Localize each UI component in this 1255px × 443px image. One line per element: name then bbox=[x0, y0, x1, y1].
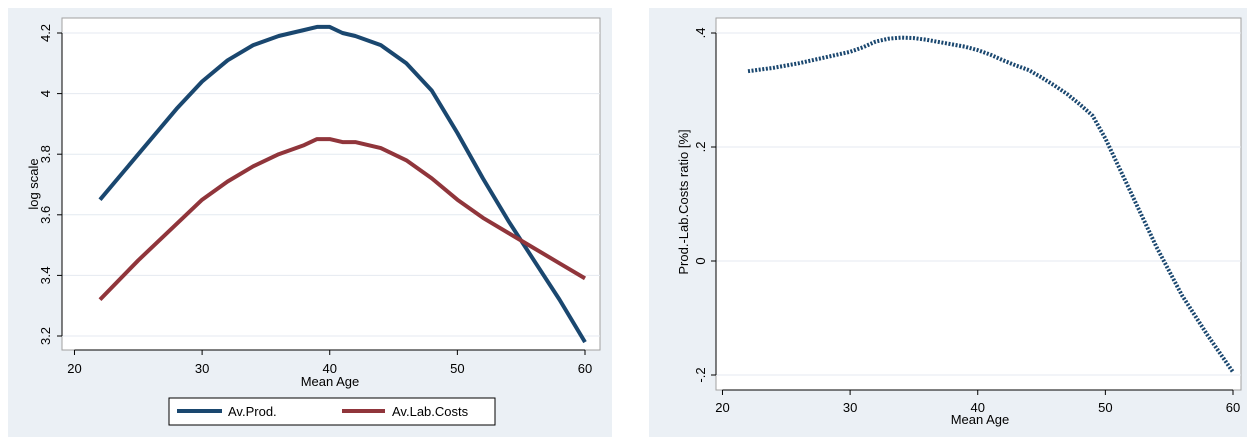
chart-left-y-axis-title: log scale bbox=[26, 158, 41, 209]
x-tick-label: 40 bbox=[323, 361, 337, 376]
x-tick-label: 50 bbox=[1098, 400, 1112, 415]
chart-left-y-ticks: 3.2 3.4 3.6 3.8 4 4.2 bbox=[38, 24, 63, 345]
legend-label-av-prod: Av.Prod. bbox=[228, 404, 277, 419]
y-tick-label: 3.2 bbox=[38, 327, 53, 345]
chart-right-y-axis-title: Prod.-Lab.Costs ratio [%] bbox=[676, 129, 691, 274]
chart-left-x-ticks: 20 30 40 50 60 bbox=[67, 349, 592, 376]
y-tick-label: .4 bbox=[693, 28, 708, 39]
y-tick-label: -.2 bbox=[693, 367, 708, 382]
y-tick-label: 4 bbox=[38, 90, 53, 97]
chart-left-gridlines bbox=[62, 32, 600, 337]
chart-right-x-axis-title: Mean Age bbox=[951, 412, 1010, 427]
chart-right-gridlines bbox=[716, 32, 1241, 376]
x-tick-label: 50 bbox=[450, 361, 464, 376]
series-av-prod-line bbox=[98, 24, 587, 344]
y-tick-label: 3.4 bbox=[38, 266, 53, 284]
chart-left-series bbox=[98, 24, 587, 344]
legend-box bbox=[168, 397, 496, 426]
y-tick-label: 4.2 bbox=[38, 24, 53, 42]
chart-left: 20 30 40 50 60 3.2 3.4 3.6 3.8 4 4.2 Mean Age log… bbox=[8, 8, 612, 437]
series-av-lab-costs-line bbox=[98, 137, 587, 301]
x-tick-label: 60 bbox=[578, 361, 592, 376]
chart-left-x-axis-title: Mean Age bbox=[301, 374, 360, 389]
x-tick-label: 20 bbox=[715, 400, 729, 415]
chart-right: 20 30 40 50 60 -.2 0 .2 .4 Mean Age Prod.-Lab.C… bbox=[649, 8, 1247, 437]
x-tick-label: 40 bbox=[971, 400, 985, 415]
series-ratio-dotted-line bbox=[747, 35, 1235, 374]
y-tick-label: 3.6 bbox=[38, 206, 53, 224]
x-tick-label: 60 bbox=[1226, 400, 1240, 415]
chart-right-series bbox=[747, 35, 1235, 374]
y-tick-label: 0 bbox=[693, 257, 708, 264]
x-tick-label: 30 bbox=[843, 400, 857, 415]
y-tick-label: 3.8 bbox=[38, 145, 53, 163]
chart-right-plot-area bbox=[715, 17, 1242, 391]
chart-left-legend: Av.Prod. Av.Lab.Costs bbox=[168, 397, 496, 426]
chart-right-x-ticks: 20 30 40 50 60 bbox=[715, 389, 1240, 415]
y-tick-label: .2 bbox=[693, 142, 708, 153]
legend-label-av-lab-costs: Av.Lab.Costs bbox=[392, 404, 469, 419]
chart-right-y-ticks: -.2 0 .2 .4 bbox=[693, 28, 717, 383]
x-tick-label: 30 bbox=[195, 361, 209, 376]
x-tick-label: 20 bbox=[67, 361, 81, 376]
chart-left-plot-area bbox=[61, 17, 601, 351]
